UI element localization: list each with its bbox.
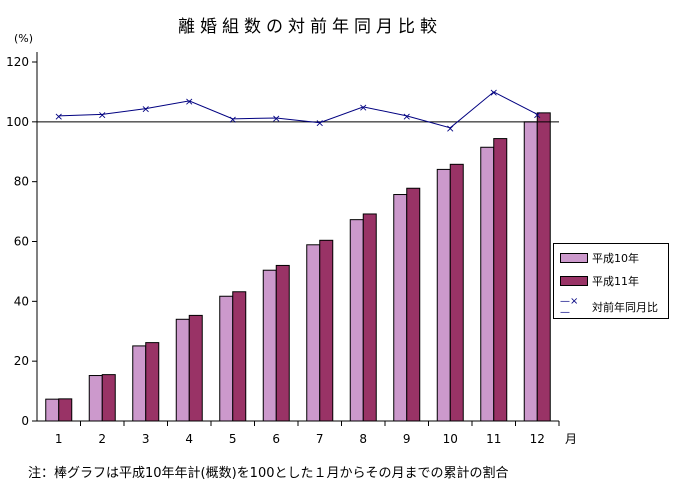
y-tick-label: 60 xyxy=(14,235,29,249)
x-tick-label: 11 xyxy=(486,432,501,446)
bar-平成11年-12 xyxy=(536,112,551,422)
bar-平成11年-10 xyxy=(449,163,464,422)
y-tick-label: 40 xyxy=(14,294,29,308)
y-tick-label: 80 xyxy=(14,175,29,189)
line-point-8: × xyxy=(359,101,368,114)
line-point-1: × xyxy=(54,110,63,123)
line-point-9: × xyxy=(402,110,411,123)
bar-平成11年-2 xyxy=(101,374,116,422)
legend-swatch xyxy=(560,253,588,263)
line-point-6: × xyxy=(272,112,281,125)
legend-swatch xyxy=(560,276,588,286)
bar-平成11年-1 xyxy=(58,398,73,422)
bar-平成10年-1 xyxy=(45,398,60,422)
y-tick-label: 0 xyxy=(21,414,29,428)
bar-平成10年-9 xyxy=(393,194,408,422)
bar-平成11年-4 xyxy=(188,314,203,422)
legend-label: 平成11年 xyxy=(592,275,639,288)
x-tick-label: 4 xyxy=(185,432,193,446)
x-tick-label: 9 xyxy=(403,432,411,446)
footnote: 注：棒グラフは平成10年年計(概数)を100とした１月からその月までの累計の割合 xyxy=(28,466,509,481)
bar-平成10年-11 xyxy=(480,146,495,422)
line-point-5: × xyxy=(228,113,237,126)
bar-平成10年-3 xyxy=(132,345,147,422)
x-tick-label: 8 xyxy=(359,432,367,446)
line-point-10: × xyxy=(446,122,455,135)
chart-title: 離婚組数の対前年同月比較 xyxy=(178,17,442,37)
x-tick-label: 5 xyxy=(229,432,237,446)
line-point-11: × xyxy=(489,86,498,99)
x-tick-label: 3 xyxy=(142,432,150,446)
x-axis-label: 月 xyxy=(565,432,577,446)
x-tick-label: 6 xyxy=(272,432,280,446)
bar-平成10年-10 xyxy=(436,168,451,422)
legend-item-h11: 平成11年 xyxy=(560,273,639,289)
legend-item-h10: 平成10年 xyxy=(560,250,639,266)
bar-平成11年-11 xyxy=(493,138,508,422)
bar-平成11年-7 xyxy=(319,239,334,422)
line-point-7: × xyxy=(315,117,324,130)
bar-平成10年-6 xyxy=(262,269,277,422)
bar-平成10年-8 xyxy=(349,219,364,422)
y-tick-label: 120 xyxy=(6,55,29,69)
x-tick-label: 7 xyxy=(316,432,324,446)
line-point-12: × xyxy=(533,108,542,121)
line-対前年同月比 xyxy=(58,91,538,129)
line-point-4: × xyxy=(185,95,194,108)
x-tick-label: 1 xyxy=(55,432,63,446)
bar-平成11年-9 xyxy=(406,187,421,422)
bar-平成11年-3 xyxy=(145,342,160,422)
legend-item-ratio: —×— 対前年同月比 xyxy=(560,296,658,318)
y-tick-label: 20 xyxy=(14,354,29,368)
line-point-3: × xyxy=(141,103,150,116)
legend-line-marker-icon: —×— xyxy=(560,296,579,318)
bar-平成11年-5 xyxy=(232,291,247,422)
y-tick-label: 100 xyxy=(6,115,29,129)
line-point-2: × xyxy=(98,108,107,121)
x-tick-label: 12 xyxy=(530,432,545,446)
x-tick-label: 2 xyxy=(98,432,106,446)
bar-平成10年-4 xyxy=(175,318,190,422)
bar-平成10年-12 xyxy=(523,121,538,422)
bar-平成10年-7 xyxy=(306,244,321,422)
bar-平成11年-8 xyxy=(362,213,377,422)
bar-平成10年-2 xyxy=(88,375,103,422)
bar-平成11年-6 xyxy=(275,264,290,422)
y-axis-unit: (%) xyxy=(14,32,33,45)
bar-平成10年-5 xyxy=(219,295,234,422)
legend: 平成10年 平成11年 —×— 対前年同月比 xyxy=(553,243,669,319)
legend-label: 対前年同月比 xyxy=(592,301,658,314)
x-tick-label: 10 xyxy=(443,432,458,446)
legend-label: 平成10年 xyxy=(592,252,639,265)
